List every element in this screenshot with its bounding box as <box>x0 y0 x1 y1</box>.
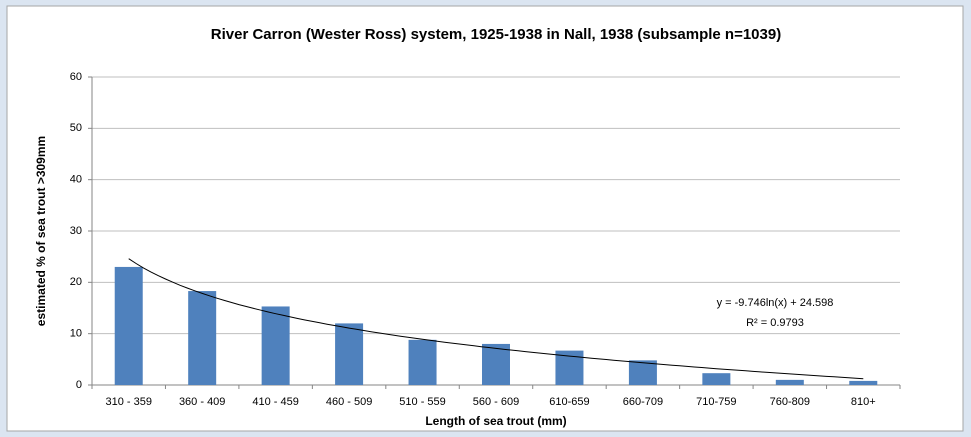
y-tick-label: 50 <box>70 122 82 134</box>
y-tick-label: 40 <box>70 174 82 186</box>
x-tick-label: 710-759 <box>696 396 736 408</box>
trendline <box>128 258 864 380</box>
x-axis-label: Length of sea trout (mm) <box>425 414 566 428</box>
bar <box>702 373 731 385</box>
y-axis-label: estimated % of sea trout >309mm <box>34 136 48 326</box>
x-tick-label: 360 - 409 <box>179 396 225 408</box>
y-tick-label: 20 <box>70 276 82 288</box>
bar <box>335 323 364 385</box>
bar <box>408 339 437 385</box>
trendline-equation: y = -9.746ln(x) + 24.598 <box>717 297 834 309</box>
x-tick-label: 410 - 459 <box>252 396 298 408</box>
x-tick-label: 460 - 509 <box>326 396 372 408</box>
y-tick-label: 10 <box>70 328 82 340</box>
x-tick-label: 560 - 609 <box>473 396 519 408</box>
bar <box>775 379 804 385</box>
x-tick-label: 660-709 <box>623 396 663 408</box>
x-tick-label: 810+ <box>851 396 876 408</box>
y-tick-label: 0 <box>76 379 82 391</box>
chart-title: River Carron (Wester Ross) system, 1925-… <box>211 26 781 43</box>
x-tick-label: 610-659 <box>549 396 589 408</box>
bar <box>261 306 290 385</box>
y-tick-label: 30 <box>70 225 82 237</box>
x-tick-label: 510 - 559 <box>399 396 445 408</box>
x-tick-label: 310 - 359 <box>105 396 151 408</box>
x-tick-label: 760-809 <box>770 396 810 408</box>
bar <box>114 266 143 385</box>
trendline-r2: R² = 0.9793 <box>746 317 804 329</box>
bar <box>188 291 217 385</box>
y-tick-label: 60 <box>70 71 82 83</box>
bar <box>482 343 510 385</box>
bar <box>628 360 657 385</box>
bar <box>849 380 878 385</box>
